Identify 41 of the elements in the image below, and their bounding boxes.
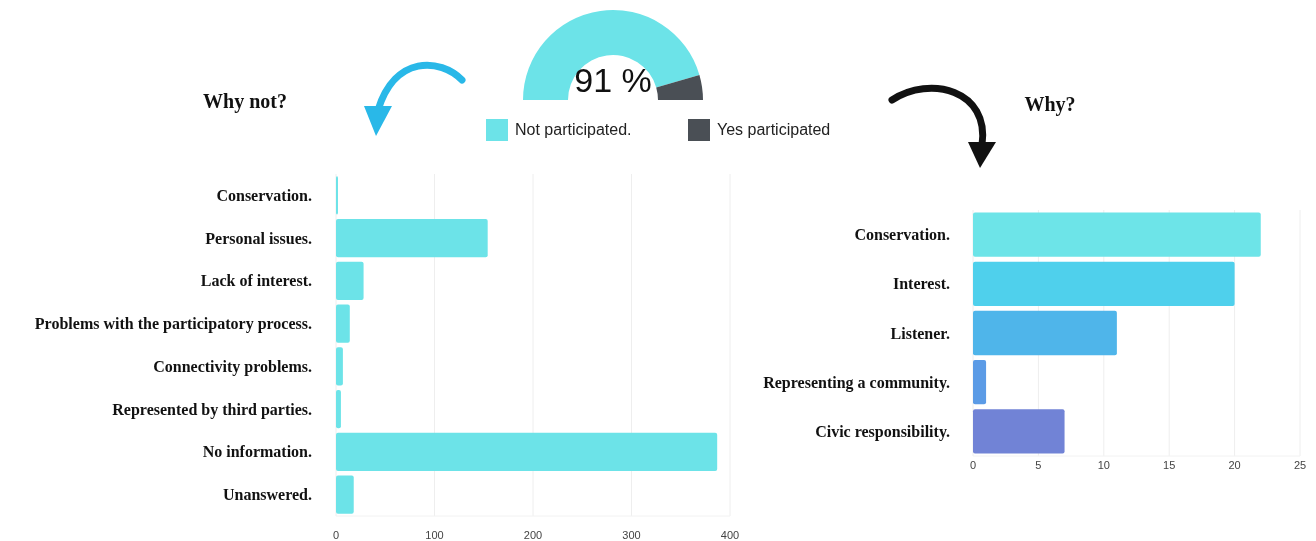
legend-label: Yes participated bbox=[717, 121, 831, 138]
x-tick-label: 5 bbox=[1035, 459, 1042, 471]
text: 91 % bbox=[574, 61, 652, 99]
x-tick-label: 400 bbox=[720, 529, 740, 541]
x-tick-label: 300 bbox=[622, 529, 641, 541]
x-tick-label: 10 bbox=[1097, 459, 1110, 471]
x-tick-label: 0 bbox=[969, 459, 977, 471]
x-tick-label: 200 bbox=[523, 529, 543, 541]
bar bbox=[336, 475, 354, 514]
y-tick-label: No information. bbox=[202, 443, 312, 461]
bar bbox=[336, 432, 718, 472]
y-tick-label: Civic responsibility. bbox=[815, 423, 950, 441]
bar bbox=[336, 218, 488, 258]
bar bbox=[973, 212, 1261, 257]
y-tick-label: Personal issues. bbox=[205, 229, 312, 247]
bar bbox=[336, 389, 341, 429]
legend-label: Not participated. bbox=[515, 121, 632, 138]
y-tick-label: Interest. bbox=[892, 275, 950, 293]
y-tick-label: Conservation. bbox=[854, 226, 950, 244]
x-tick-label: 0 bbox=[332, 529, 340, 541]
y-tick-label: Problems with the participatory process. bbox=[34, 315, 312, 334]
y-tick-label: Connectivity problems. bbox=[153, 357, 312, 376]
y-tick-label: Listener. bbox=[890, 324, 950, 342]
y-tick-label: Represented by third parties. bbox=[112, 400, 312, 419]
bar bbox=[973, 409, 1065, 454]
y-tick-label: Unanswered. bbox=[222, 486, 312, 504]
x-tick-label: 20 bbox=[1228, 459, 1241, 471]
chart-title: Why not? bbox=[203, 90, 287, 113]
bar bbox=[973, 310, 1117, 356]
y-tick-label: Conservation. bbox=[216, 186, 312, 204]
bar bbox=[336, 304, 350, 343]
bar bbox=[973, 261, 1235, 306]
x-tick-label: 25 bbox=[1293, 459, 1307, 471]
chart-title: Why? bbox=[1024, 93, 1076, 116]
x-tick-label: 15 bbox=[1163, 459, 1176, 471]
y-tick-label: Representing a community. bbox=[763, 373, 950, 392]
bar bbox=[336, 347, 343, 386]
bar bbox=[973, 360, 987, 405]
y-tick-label: Lack of interest. bbox=[200, 272, 312, 290]
bar bbox=[336, 261, 364, 301]
x-tick-label: 100 bbox=[425, 529, 444, 541]
